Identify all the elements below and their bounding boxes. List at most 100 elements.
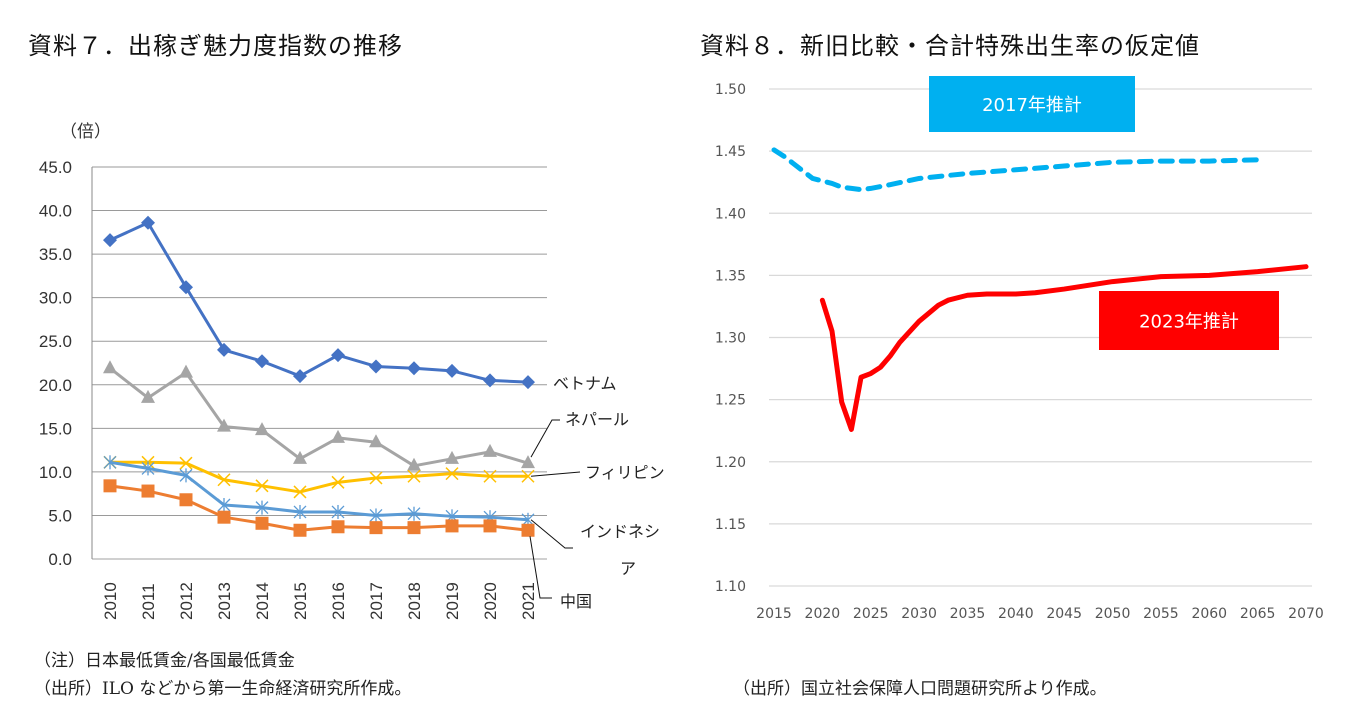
data-point-diamond bbox=[179, 280, 193, 295]
data-point-asterisk bbox=[293, 504, 307, 519]
data-point-x bbox=[521, 469, 535, 483]
x-tick-label: 2017 bbox=[367, 582, 386, 620]
series-line-0 bbox=[109, 221, 529, 384]
marker-stroke bbox=[521, 469, 535, 483]
x-tick-label: 2025 bbox=[853, 606, 889, 622]
x-tick-label: 2010 bbox=[101, 582, 120, 620]
data-point-triangle bbox=[407, 457, 421, 471]
data-point-square bbox=[217, 510, 231, 524]
data-point-x bbox=[483, 469, 497, 483]
data-point-asterisk bbox=[369, 508, 383, 523]
data-point-triangle bbox=[483, 443, 497, 457]
marker-stroke bbox=[255, 479, 269, 493]
data-point-x bbox=[255, 479, 269, 493]
marker-stroke bbox=[217, 473, 231, 487]
x-tick-label: 2045 bbox=[1046, 606, 1082, 622]
data-point-x bbox=[331, 475, 345, 489]
x-tick-label: 2021 bbox=[519, 582, 538, 620]
data-point-triangle bbox=[369, 434, 383, 448]
data-point-triangle bbox=[521, 455, 535, 469]
marker-stroke bbox=[331, 475, 345, 489]
y-tick-label: 1.25 bbox=[715, 393, 746, 409]
data-point-triangle bbox=[445, 450, 459, 464]
x-tick-label: 2035 bbox=[950, 606, 986, 622]
y-tick-label: 1.15 bbox=[715, 517, 746, 533]
fertility-rate-chart: 1.10 1.15 1.20 1.25 1.30 1.35 1.40 1.45 1.50 2015… bbox=[715, 76, 1324, 622]
x-tick-label: 2050 bbox=[1095, 606, 1131, 622]
y-tick-label: 20.0 bbox=[39, 376, 72, 395]
marker-stroke bbox=[293, 485, 307, 499]
label-leader-line bbox=[529, 536, 552, 599]
data-point-x bbox=[217, 473, 231, 487]
label-leader-line bbox=[530, 519, 573, 549]
data-point-triangle bbox=[331, 429, 345, 443]
data-point-x bbox=[445, 467, 459, 481]
y-tick-label: 45.0 bbox=[39, 158, 72, 177]
data-point-triangle bbox=[141, 389, 155, 403]
y-tick-label: 35.0 bbox=[39, 245, 72, 264]
data-point-square bbox=[483, 519, 497, 533]
data-point-asterisk bbox=[217, 497, 231, 512]
data-point-x bbox=[293, 485, 307, 499]
data-point-square bbox=[445, 519, 459, 533]
x-tick-label: 2040 bbox=[998, 606, 1034, 622]
right-source: （出所）国立社会保障人口問題研究所より作成。 bbox=[733, 679, 1107, 699]
data-point-asterisk bbox=[103, 455, 117, 470]
series-line-2 bbox=[110, 460, 528, 494]
marker-stroke bbox=[445, 467, 459, 481]
x-tick-label: 2070 bbox=[1288, 606, 1324, 622]
label-leader-line bbox=[530, 419, 560, 458]
x-tick-label: 2015 bbox=[291, 582, 310, 620]
series-line-2017 bbox=[771, 147, 1261, 193]
data-point-triangle bbox=[293, 450, 307, 464]
left-source: （出所）ILO などから第一生命経済研究所作成。 bbox=[34, 679, 412, 699]
left-note: （注）日本最低賃金/各国最低賃金 bbox=[34, 651, 295, 671]
data-point-diamond bbox=[255, 354, 269, 369]
data-point-diamond bbox=[217, 342, 231, 357]
data-point-asterisk bbox=[141, 461, 155, 476]
data-point-asterisk bbox=[179, 468, 193, 483]
label-leader-line bbox=[530, 471, 581, 477]
marker-stroke bbox=[369, 471, 383, 485]
y-tick-label: 15.0 bbox=[39, 419, 72, 438]
data-point-asterisk bbox=[331, 504, 345, 519]
y-tick-label: 40.0 bbox=[39, 202, 72, 221]
series-label: 中国 bbox=[560, 592, 592, 611]
data-point-square bbox=[331, 520, 345, 534]
x-tick-label: 2012 bbox=[177, 582, 196, 620]
series-legend-label: 2023年推計 bbox=[1139, 312, 1239, 333]
data-point-square bbox=[255, 516, 269, 530]
y-tick-label: 1.50 bbox=[715, 82, 746, 98]
y-axis-unit-label: （倍） bbox=[60, 122, 111, 141]
data-point-triangle bbox=[103, 360, 117, 374]
data-point-x bbox=[407, 469, 421, 483]
y-tick-label: 10.0 bbox=[39, 463, 72, 482]
x-tick-label: 2014 bbox=[253, 582, 272, 620]
data-point-x bbox=[369, 471, 383, 485]
y-tick-label: 0.0 bbox=[48, 550, 72, 569]
x-tick-label: 2016 bbox=[329, 582, 348, 620]
data-point-x bbox=[179, 456, 193, 470]
series-line-2023 bbox=[819, 264, 1309, 432]
y-tick-label: 1.45 bbox=[715, 144, 746, 160]
x-tick-label: 2055 bbox=[1143, 606, 1179, 622]
marker-stroke bbox=[483, 469, 497, 483]
data-point-diamond bbox=[407, 361, 421, 376]
series-label: ネパール bbox=[565, 410, 629, 429]
data-point-square bbox=[293, 523, 307, 537]
data-point-triangle bbox=[179, 364, 193, 378]
y-tick-label: 30.0 bbox=[39, 289, 72, 308]
series-legend-label: 2017年推計 bbox=[982, 95, 1082, 116]
data-point-square bbox=[179, 493, 193, 507]
left-chart-title: 資料７．出稼ぎ魅力度指数の推移 bbox=[28, 32, 403, 60]
series-label: フィリピン bbox=[585, 463, 665, 482]
x-tick-label: 2019 bbox=[443, 582, 462, 620]
y-tick-label: 1.35 bbox=[715, 268, 746, 284]
y-tick-label: 5.0 bbox=[48, 506, 72, 525]
series-label: ベトナム bbox=[553, 374, 617, 393]
series-label-wrap: ア bbox=[620, 559, 636, 578]
right-chart-title: 資料８．新旧比較・合計特殊出生率の仮定値 bbox=[700, 32, 1200, 60]
data-point-triangle bbox=[255, 422, 269, 436]
x-tick-label: 2013 bbox=[215, 582, 234, 620]
series-legend-box bbox=[1099, 291, 1279, 350]
